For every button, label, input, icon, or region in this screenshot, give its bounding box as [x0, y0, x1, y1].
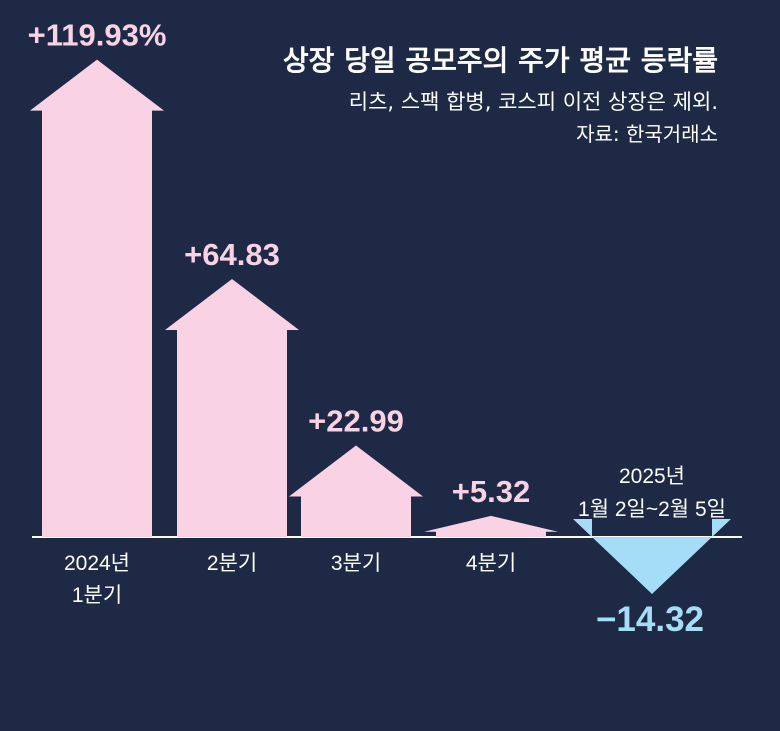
category-label-2: 2분기 [207, 552, 257, 575]
bar-arrow-3 [289, 445, 423, 537]
category-label-3: 3분기 [331, 552, 381, 575]
category-label-5: 2025년 1월 2일~2월 5일 [578, 465, 726, 521]
chart-title: 상장 당일 공모주의 주가 평균 등락률 [283, 44, 718, 77]
bar-arrow-4 [424, 515, 558, 537]
bar-arrow-1 [30, 59, 164, 538]
value-label-3: +22.99 [308, 403, 404, 438]
bar-arrow-5 [573, 518, 731, 594]
chart-source: 자료: 한국거래소 [576, 122, 718, 146]
value-label-1: +119.93% [28, 18, 167, 53]
value-label-4: +5.32 [452, 474, 530, 509]
value-label-5: −14.32 [596, 600, 704, 639]
value-label-2: +64.83 [184, 237, 280, 272]
category-label-1: 2024년 1분기 [64, 552, 130, 607]
bars-group: +119.93% 2024년 1분기 +64.83 2분기 +22.99 3분기 +5.32 4… [28, 18, 731, 639]
bar-arrow-2 [165, 278, 299, 537]
category-label-4: 4분기 [466, 552, 516, 575]
chart-subtitle: 리츠, 스팩 합병, 코스피 이전 상장은 제외. [349, 90, 718, 114]
